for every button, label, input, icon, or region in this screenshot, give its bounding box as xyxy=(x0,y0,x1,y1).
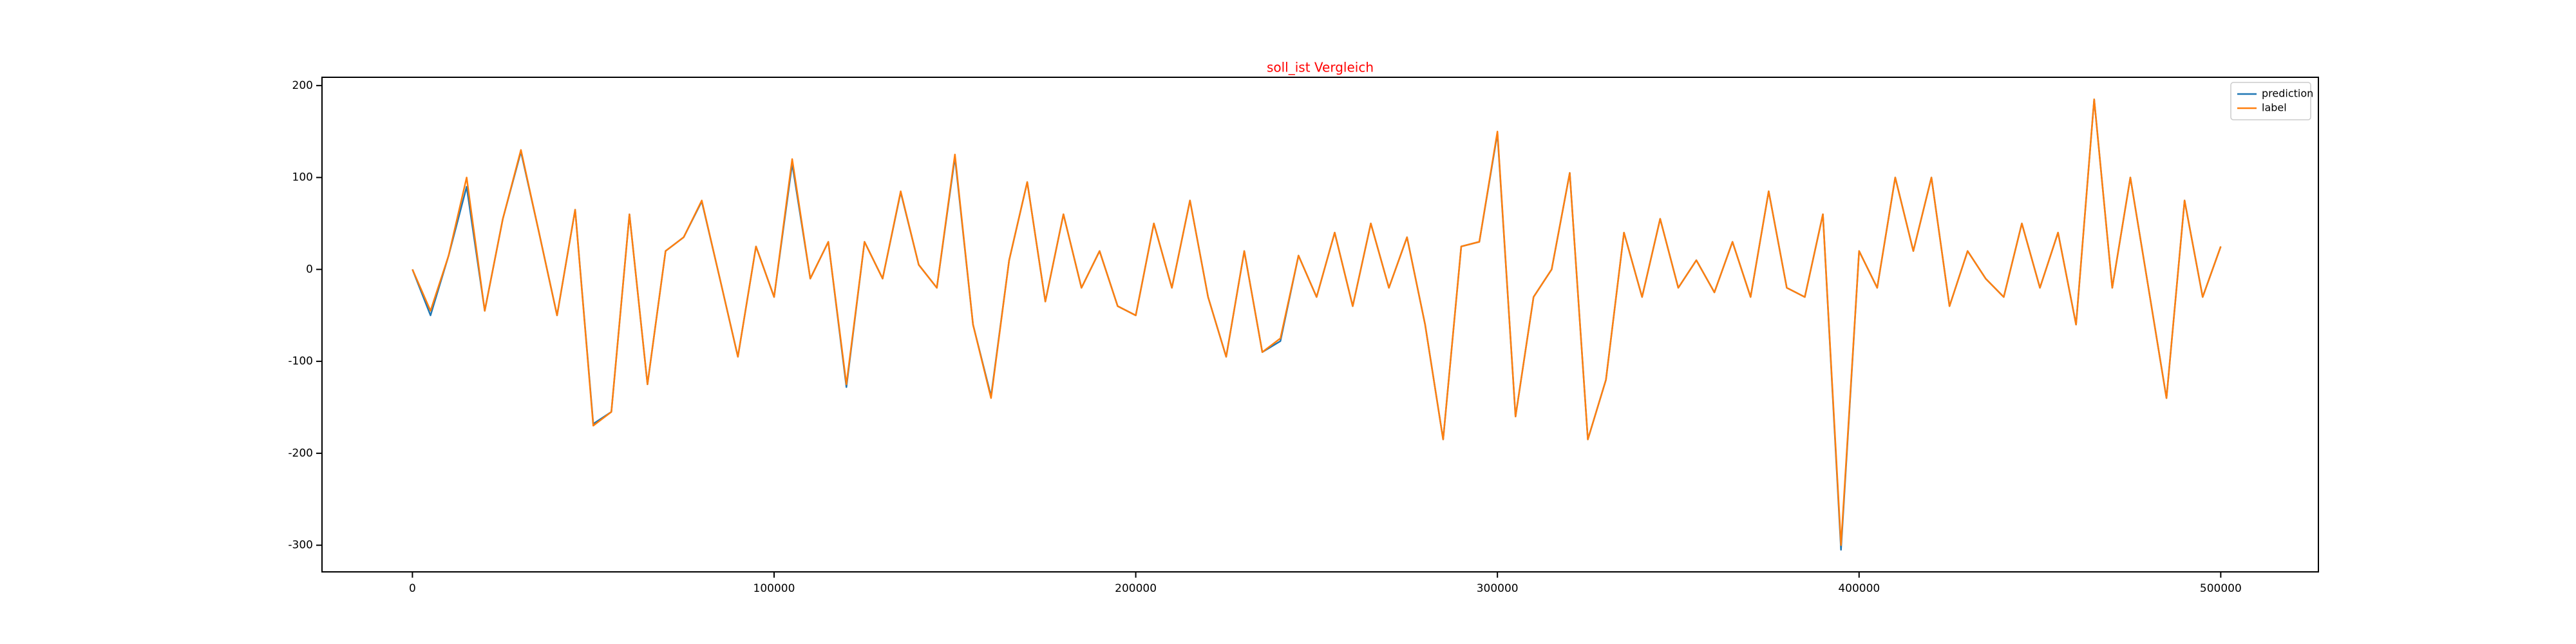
y-tick-label: 200 xyxy=(292,79,313,92)
data-line xyxy=(412,99,2222,551)
y-tick-label: -300 xyxy=(288,539,313,552)
y-tick-label: -200 xyxy=(288,447,313,460)
chart-title: soll_ist Vergleich xyxy=(1267,60,1374,75)
y-tick-label: -100 xyxy=(288,355,313,368)
y-tick-label: 100 xyxy=(292,171,313,184)
legend-label: label xyxy=(2262,102,2287,114)
x-tick-label: 500000 xyxy=(2200,582,2242,595)
x-tick-label: 300000 xyxy=(1477,582,1519,595)
x-tick-label: 200000 xyxy=(1115,582,1157,595)
legend: prediction label xyxy=(2230,82,2313,120)
y-tick-label: 0 xyxy=(306,263,313,276)
legend-label: prediction xyxy=(2262,88,2313,100)
data-line xyxy=(412,99,2222,546)
axes-frame xyxy=(321,77,2319,573)
legend-frame xyxy=(2230,82,2311,120)
x-tick-label: 100000 xyxy=(753,582,795,595)
x-tick-label: 0 xyxy=(409,582,416,595)
x-tick-label: 400000 xyxy=(1838,582,1880,595)
